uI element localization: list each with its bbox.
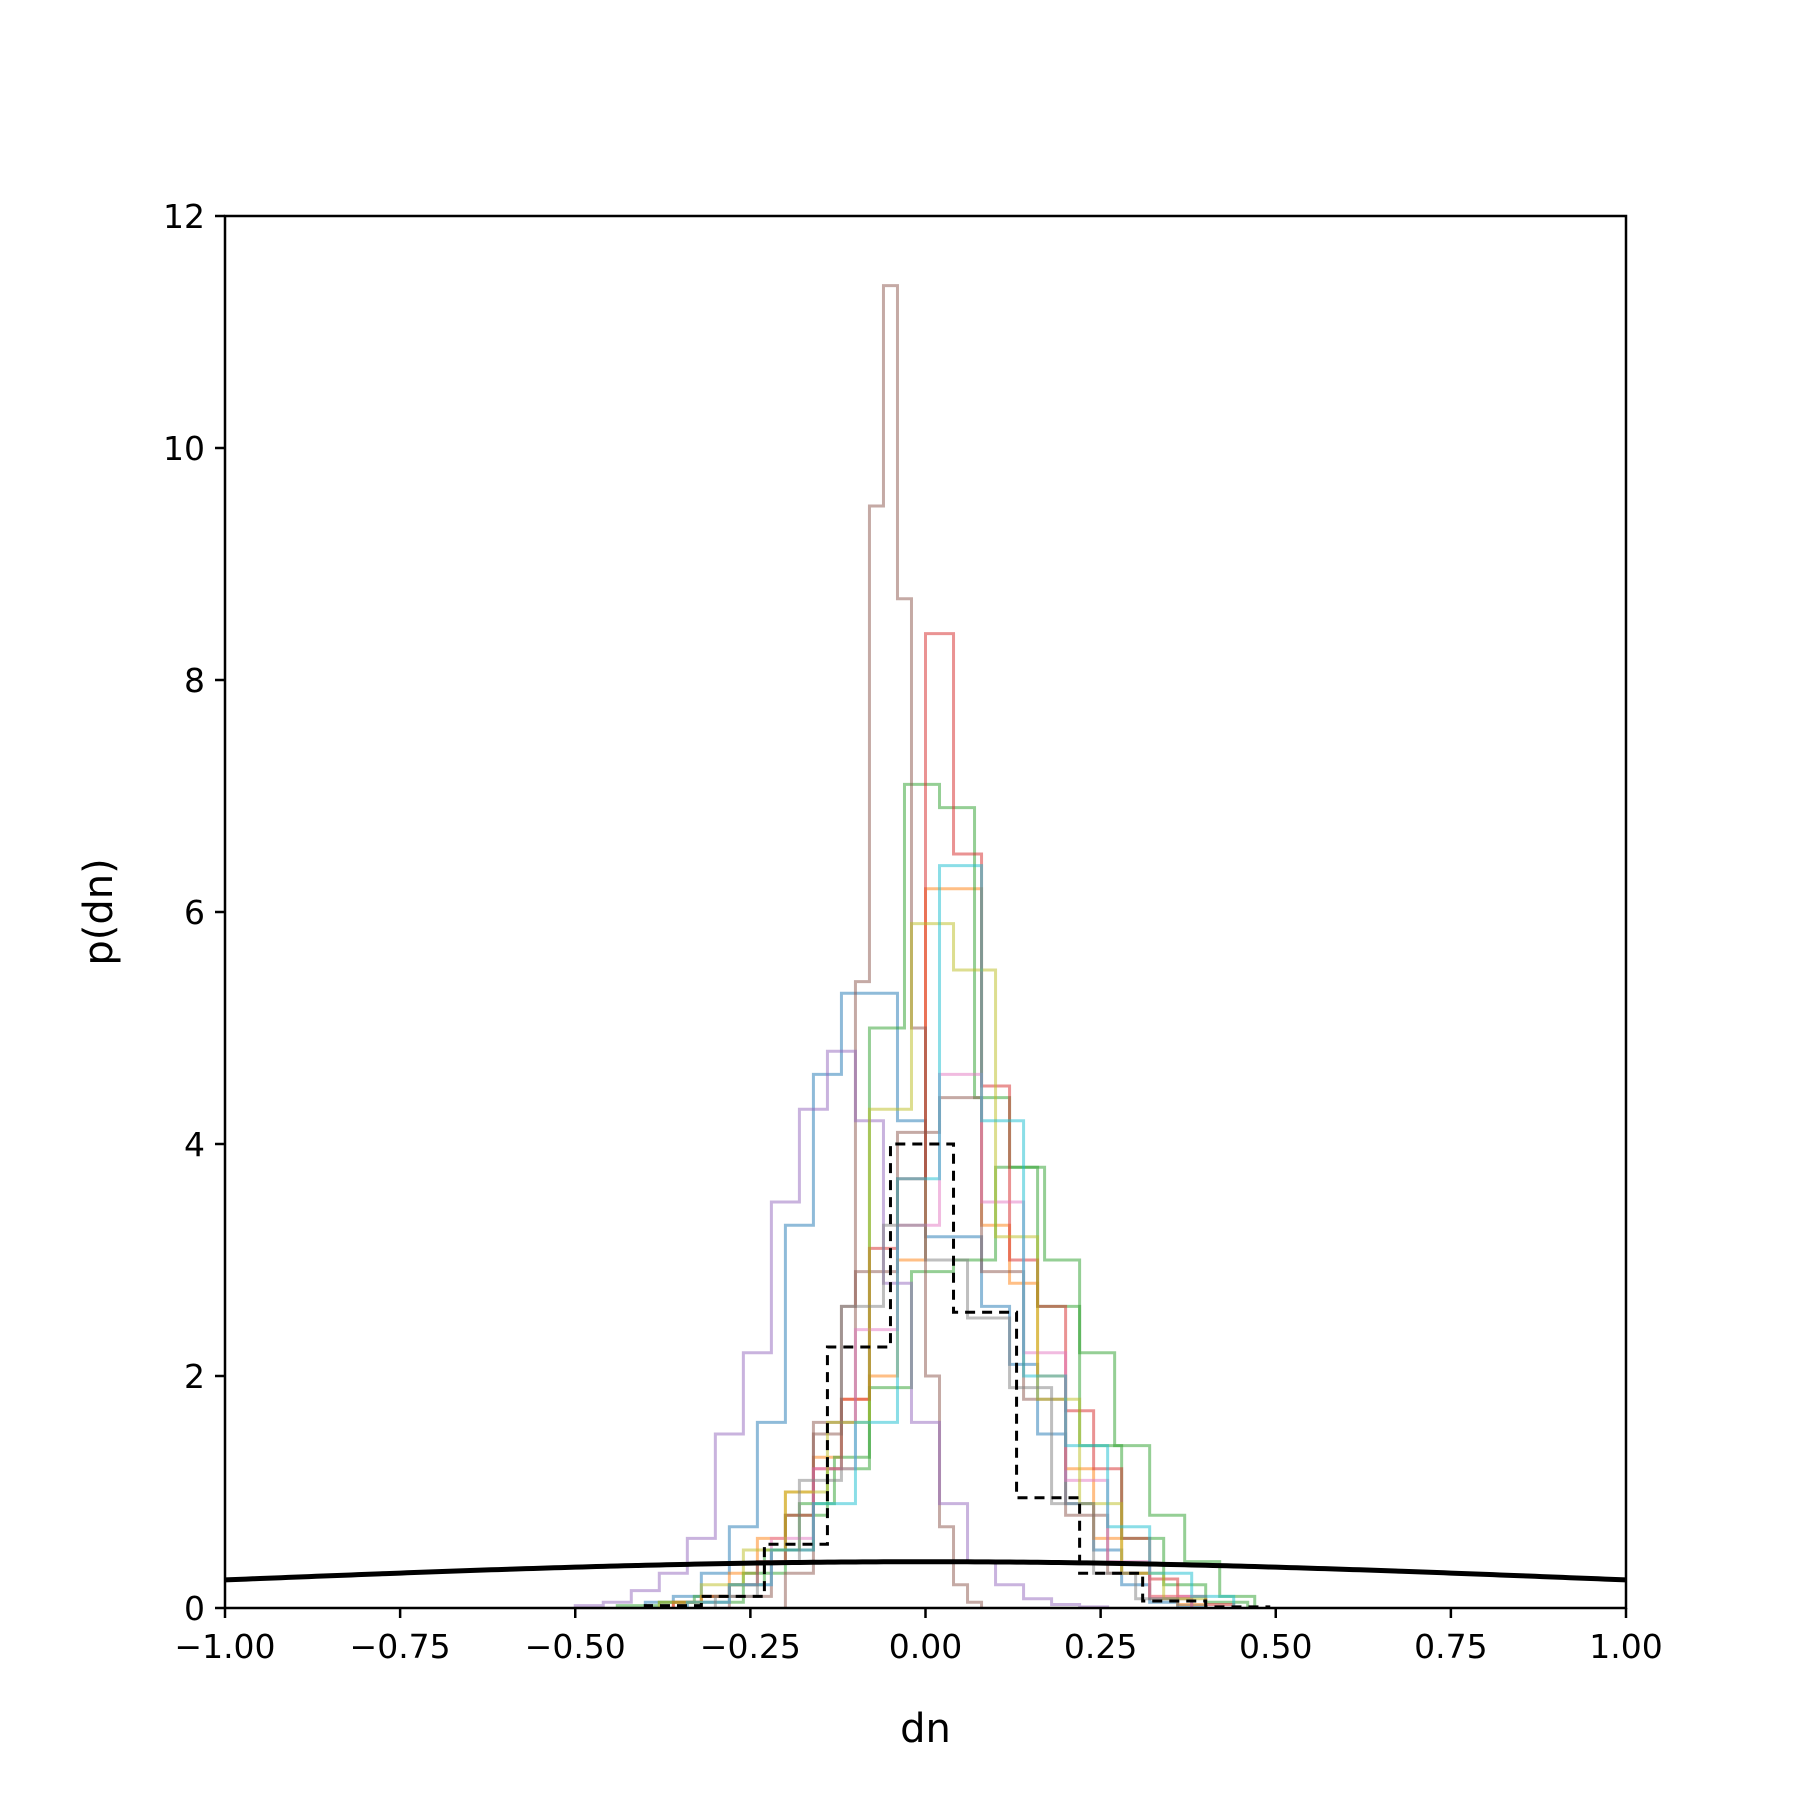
x-axis-label: dn bbox=[900, 1706, 951, 1752]
axes-frame bbox=[223, 214, 1628, 1610]
x-tick-label: −0.25 bbox=[700, 1627, 801, 1666]
histogram-series-7 bbox=[573, 1049, 1110, 1608]
x-tick-label: 0.00 bbox=[889, 1627, 962, 1666]
x-axis: −1.00 −0.75 −0.50 −0.25 0.00 0.25 0.50 0.75 1.00 bbox=[174, 1608, 1663, 1666]
x-tick-label: 0.25 bbox=[1064, 1627, 1137, 1666]
histogram-series-10 bbox=[685, 864, 1236, 1608]
x-tick-label: 1.00 bbox=[1589, 1627, 1662, 1666]
x-tick-label: −0.75 bbox=[350, 1627, 451, 1666]
y-tick-label: 8 bbox=[184, 661, 205, 700]
y-tick-label: 2 bbox=[184, 1357, 205, 1396]
x-tick-label: −0.50 bbox=[525, 1627, 626, 1666]
x-tick-label: −1.00 bbox=[174, 1627, 275, 1666]
mean-histogram-dashed bbox=[643, 1142, 1271, 1608]
y-tick-label: 12 bbox=[163, 197, 205, 236]
x-tick-label: 0.75 bbox=[1414, 1627, 1487, 1666]
y-tick-label: 6 bbox=[184, 893, 205, 932]
y-tick-label: 10 bbox=[163, 429, 205, 468]
y-tick-label: 0 bbox=[184, 1589, 205, 1628]
y-axis: 0 2 4 6 8 10 12 bbox=[163, 197, 225, 1628]
y-axis-label: p(dn) bbox=[76, 858, 122, 965]
plot-area bbox=[225, 284, 1626, 1608]
x-tick-label: 0.50 bbox=[1239, 1627, 1312, 1666]
histogram-series-9 bbox=[657, 922, 1208, 1608]
normal-density-curve bbox=[225, 1559, 1626, 1583]
y-tick-label: 4 bbox=[184, 1125, 205, 1164]
